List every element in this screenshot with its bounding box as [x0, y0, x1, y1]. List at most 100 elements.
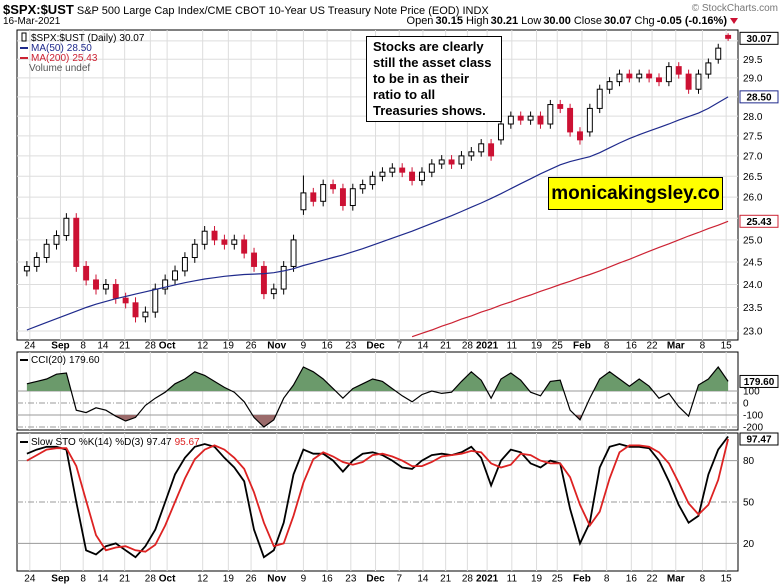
y-tick-label: 80: [743, 456, 755, 467]
candle-body: [527, 115, 534, 121]
legend-entry: MA(50) 28.50: [31, 43, 92, 54]
legend-entry: Slow STO %K(14) %D(3) 97.47 95.67: [31, 437, 200, 448]
x-tick-label: 8: [604, 574, 610, 585]
x-tick-label: Oct: [159, 574, 176, 585]
candle-body: [685, 73, 692, 90]
x-tick-label: 15: [721, 341, 733, 352]
candle-body: [162, 279, 169, 290]
x-tick-label: 21: [440, 574, 452, 585]
legend-part: %D(3): [115, 437, 143, 448]
quote-value: -0.05 (-0.16%): [656, 15, 727, 27]
y-tick-label: 50: [743, 498, 755, 509]
quote-label: Low: [521, 15, 542, 27]
legend-part: 28.50: [67, 43, 92, 54]
x-tick-label: 19: [223, 341, 235, 352]
candle-body: [517, 115, 524, 121]
x-tick-label: 15: [721, 574, 733, 585]
x-tick-label: Feb: [573, 341, 591, 352]
candle-body: [270, 288, 277, 295]
x-tick-label: 21: [119, 341, 131, 352]
candle-body: [191, 243, 198, 259]
candle-body: [280, 265, 287, 290]
candle-body: [310, 192, 317, 202]
last-value-label: 25.43: [746, 217, 771, 228]
candle-body: [557, 104, 564, 109]
x-tick-label: 7: [396, 574, 402, 585]
x-tick-label: 19: [531, 574, 543, 585]
x-tick-label: 11: [507, 574, 518, 585]
x-tick-label: 12: [197, 341, 209, 352]
x-tick-label: 26: [246, 341, 258, 352]
candle-body: [497, 123, 504, 141]
watermark: monicakingsley.co: [548, 177, 723, 210]
last-value-label: 30.07: [746, 34, 771, 45]
y-tick-label: 26.5: [743, 172, 763, 183]
candle-body: [73, 217, 80, 267]
x-tick-label: 9: [301, 574, 307, 585]
candle-body: [23, 265, 30, 272]
x-tick-label: 11: [507, 341, 518, 352]
y-tick-label: -200: [743, 423, 763, 434]
x-tick-label: 14: [417, 341, 429, 352]
legend-part: 25.43: [72, 53, 97, 64]
y-tick-label: 24.5: [743, 258, 763, 269]
x-tick-label: 28: [145, 574, 157, 585]
candle-body: [172, 270, 178, 281]
candle-body: [616, 73, 623, 83]
x-tick-label: 8: [604, 341, 610, 352]
x-tick-label: 14: [417, 574, 429, 585]
y-tick-label: 29.5: [743, 55, 763, 66]
last-value-label: 28.50: [746, 93, 771, 104]
candle-body: [428, 163, 435, 173]
y-tick-label: 23.5: [743, 303, 763, 314]
x-tick-label: 8: [700, 574, 706, 585]
candle-body: [596, 88, 603, 109]
x-tick-label: 16: [322, 341, 334, 352]
x-tick-label: Dec: [366, 574, 385, 585]
legend-part: 179.60: [69, 355, 100, 366]
y-tick-label: 25.0: [743, 236, 763, 247]
y-tick-label: -100: [743, 411, 763, 422]
candle-body: [715, 47, 722, 60]
legend-part: Slow STO: [31, 437, 76, 448]
x-tick-label: 12: [197, 574, 209, 585]
candle-body: [409, 171, 416, 181]
y-tick-label: 100: [743, 387, 760, 398]
x-tick-label: Oct: [159, 341, 176, 352]
candle-body: [665, 66, 672, 83]
candle-body: [725, 34, 732, 39]
x-tick-label: 14: [97, 341, 109, 352]
candle-body: [636, 73, 643, 79]
x-tick-label: 19: [223, 574, 235, 585]
x-tick-label: Sep: [51, 574, 69, 585]
y-tick-label: 27.0: [743, 152, 763, 163]
last-value-box: [739, 31, 779, 45]
x-tick-label: 9: [301, 341, 307, 352]
legend-entry: $SPX:$UST (Daily) 30.07: [31, 33, 145, 44]
candle-body: [458, 155, 465, 165]
candle-body: [646, 73, 653, 79]
x-tick-label: Nov: [267, 341, 286, 352]
x-tick-label: 28: [462, 341, 474, 352]
candle-body: [438, 159, 445, 165]
cci-fill-above: [26, 367, 729, 391]
candle-body: [567, 107, 574, 133]
last-value-box: [739, 374, 779, 388]
legend-part: MA(50): [31, 43, 64, 54]
series-line: [26, 438, 729, 553]
y-tick-label: 23.0: [743, 327, 763, 338]
candle-body: [290, 239, 297, 267]
y-tick-label: 27.5: [743, 131, 763, 142]
legend-entry: CCI(20) 179.60: [31, 355, 100, 366]
candle-body: [251, 252, 258, 267]
x-tick-label: 21: [119, 574, 131, 585]
quote: Open 30.15 High 30.21 Low 30.00 Close 30.07 Chg -…: [404, 15, 738, 27]
quote-label: Chg: [634, 15, 655, 27]
legend-entry: Volume undef: [29, 63, 90, 74]
y-tick-label: 0: [743, 399, 749, 410]
legend-part: 30.07: [119, 33, 144, 44]
x-tick-label: 24: [24, 574, 36, 585]
last-value-label: 97.47: [746, 435, 771, 446]
legend-entry: MA(200) 25.43: [31, 53, 98, 64]
